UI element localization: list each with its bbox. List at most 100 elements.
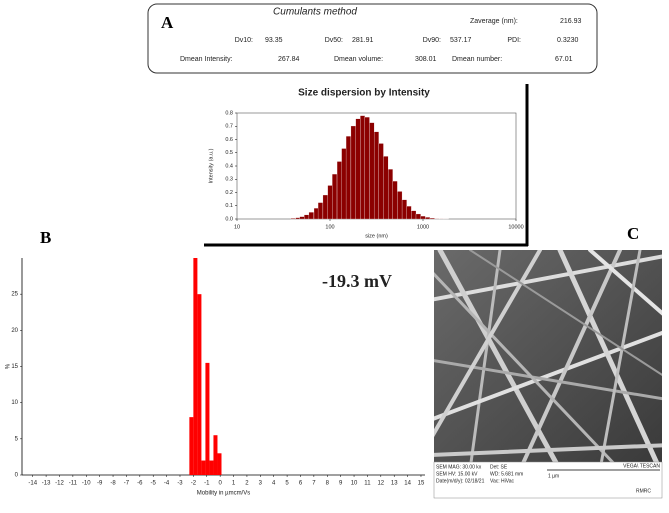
x-tick-label: 15 — [418, 481, 425, 487]
bar — [355, 118, 361, 220]
annotation: -19.3 mV — [322, 271, 392, 291]
x-tick-label: 11 — [364, 481, 371, 487]
y-tick-label: 0.1 — [225, 203, 233, 209]
x-tick-label: 0 — [218, 481, 222, 487]
stat-label: Zaverage (nm): — [470, 18, 518, 25]
stat-label: Dv50: — [325, 37, 343, 44]
bar — [308, 212, 314, 220]
bar — [345, 136, 352, 220]
bar — [415, 213, 421, 220]
panel-label: C — [627, 224, 639, 243]
bar — [299, 216, 305, 220]
stat-label: Dmean Intensity: — [180, 56, 233, 63]
bar — [429, 217, 435, 220]
sem-image — [434, 250, 662, 462]
sem-info: Vac: HiVac — [490, 478, 514, 484]
x-tick-label: -11 — [69, 481, 78, 487]
bar — [201, 460, 206, 475]
x-tick-label: 2 — [245, 481, 249, 487]
bar — [317, 202, 324, 220]
stat-value: 537.17 — [450, 37, 472, 44]
panel-label: B — [40, 228, 51, 247]
y-tick-label: 0.6 — [225, 137, 233, 143]
x-tick-label: -4 — [164, 481, 170, 487]
x-tick-label: 14 — [404, 481, 411, 487]
y-tick-label: 0 — [15, 473, 19, 479]
cumulants-title: Cumulants method — [273, 7, 357, 18]
bar — [322, 194, 328, 220]
x-tick-label: 8 — [326, 481, 330, 487]
sem-info: SEM MAG: 30.00 kx — [436, 464, 482, 470]
bar — [378, 143, 384, 220]
x-tick-label: 10000 — [508, 224, 523, 230]
bar — [213, 435, 218, 475]
bar — [209, 460, 214, 475]
x-tick-label: -1 — [204, 481, 210, 487]
y-tick-label: 0.2 — [225, 190, 233, 196]
x-tick-label: -12 — [55, 481, 64, 487]
stat-value: 308.01 — [415, 56, 437, 63]
x-tick-label: -8 — [110, 481, 116, 487]
x-axis-label: Mobility in µmcm/Vs — [197, 491, 250, 497]
stat-value: 216.93 — [560, 18, 582, 25]
bar — [397, 191, 403, 220]
x-tick-label: 1000 — [417, 224, 429, 230]
x-tick-label: 5 — [285, 481, 289, 487]
bar — [420, 215, 426, 220]
sem-fibers — [434, 250, 662, 462]
x-axis-label: size (nm) — [365, 233, 388, 239]
y-tick-label: 0.3 — [225, 177, 233, 183]
bar — [406, 206, 412, 220]
bar — [332, 173, 338, 220]
y-tick-label: 0.7 — [225, 124, 233, 130]
y-axis-label: % — [6, 363, 12, 369]
bar — [189, 417, 194, 475]
x-tick-label: -2 — [191, 481, 197, 487]
bar — [341, 148, 347, 220]
panel-label: A — [161, 13, 174, 32]
bar — [205, 362, 210, 475]
bar — [217, 453, 222, 475]
bar — [373, 131, 379, 220]
stat-label: PDI: — [507, 37, 521, 44]
sem-brand: RMRC — [636, 488, 651, 494]
x-tick-label: -13 — [42, 481, 51, 487]
cumulants-box — [147, 3, 598, 74]
stat-value: 93.35 — [265, 37, 283, 44]
x-tick-label: 100 — [325, 224, 334, 230]
x-tick-label: 9 — [339, 481, 343, 487]
y-tick-label: 15 — [11, 364, 18, 370]
scale-label: 1 µm — [548, 473, 559, 479]
bar — [401, 199, 407, 220]
x-tick-label: -10 — [82, 481, 91, 487]
x-tick-label: -9 — [97, 481, 103, 487]
bar — [313, 208, 319, 220]
x-tick-label: 7 — [312, 481, 316, 487]
bar — [369, 122, 375, 220]
y-tick-label: 0.4 — [225, 163, 233, 169]
y-tick-label: 5 — [15, 436, 19, 442]
bar — [411, 210, 417, 220]
chart-title: Size dispersion by Intensity — [298, 88, 430, 99]
y-tick-label: 0.8 — [225, 110, 233, 116]
sem-info: Date(m/d/y): 02/18/21 — [436, 478, 485, 484]
sem-info: SEM HV: 15.00 kV — [436, 471, 478, 477]
bar — [295, 217, 301, 220]
bar — [327, 185, 333, 220]
x-tick-label: 13 — [391, 481, 398, 487]
stat-label: Dmean volume: — [334, 56, 383, 63]
x-tick-label: -14 — [28, 481, 37, 487]
sem-info: WD: 5.681 mm — [490, 471, 523, 477]
stat-label: Dv10: — [235, 37, 253, 44]
y-tick-label: 0.0 — [225, 216, 233, 222]
sem-brand: VEGA\ TESCAN — [623, 463, 660, 469]
y-tick-label: 0.5 — [225, 150, 233, 156]
x-tick-label: 12 — [377, 481, 384, 487]
x-tick-label: -3 — [177, 481, 183, 487]
bar — [392, 180, 398, 220]
bar — [290, 218, 296, 220]
x-tick-label: 10 — [234, 224, 240, 230]
y-tick-label: 25 — [11, 292, 18, 298]
